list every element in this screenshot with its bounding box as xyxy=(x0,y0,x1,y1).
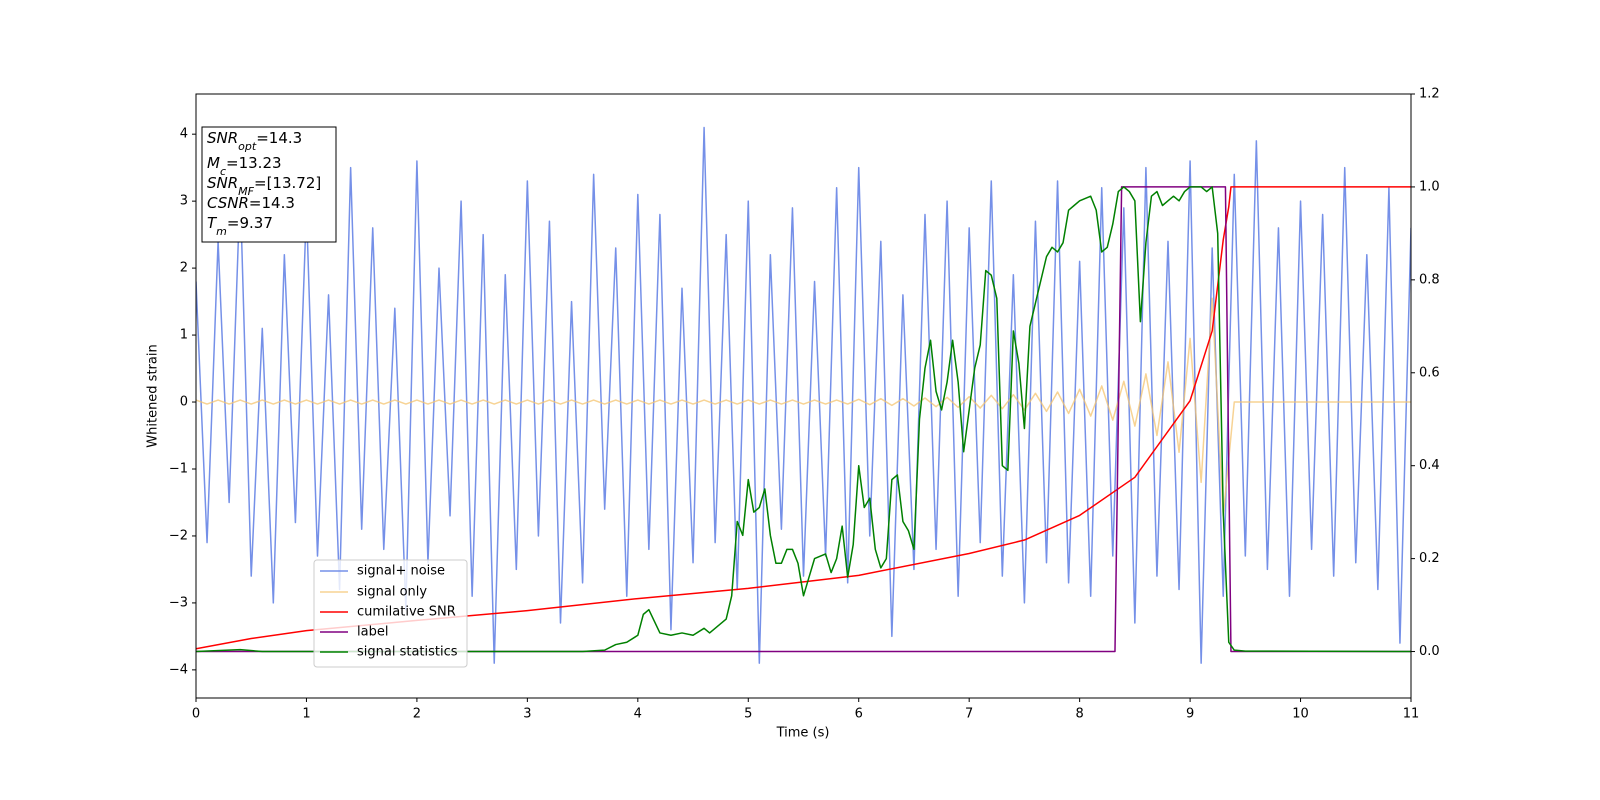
series-line xyxy=(196,126,1411,664)
y2-tick-label: 0.4 xyxy=(1419,458,1440,473)
x-tick-label: 11 xyxy=(1403,707,1420,722)
annotation-line: Tm=9.37 xyxy=(207,214,273,238)
series-line xyxy=(196,297,1411,517)
annotation-line: SNRopt=14.3 xyxy=(207,129,302,153)
legend-label: signal only xyxy=(357,585,427,600)
y2-tick-label: 0.6 xyxy=(1419,365,1440,380)
annotation-box: SNRopt=14.3Mc=13.23SNRMF=[13.72]CSNR=14.… xyxy=(201,126,337,243)
y2-tick-label: 1.0 xyxy=(1419,179,1440,194)
annotation-value: =13.23 xyxy=(226,154,282,172)
y2-tick-label: 1.2 xyxy=(1419,87,1440,102)
x-tick-label: 7 xyxy=(965,707,973,722)
y-tick-label: 4 xyxy=(180,127,188,142)
legend-label: signal+ noise xyxy=(357,564,445,579)
y-tick-label: −1 xyxy=(169,461,188,476)
legend-frame xyxy=(313,559,468,668)
legend-label: signal statistics xyxy=(357,645,458,660)
annotation-name: SNR xyxy=(207,129,238,147)
y2-tick-label: 0.8 xyxy=(1419,272,1440,287)
legend-label: cumilative SNR xyxy=(357,605,456,620)
x-tick-label: 4 xyxy=(634,707,642,722)
x-tick-label: 3 xyxy=(523,707,531,722)
annotation-line: SNRMF=[13.72] xyxy=(207,174,321,198)
annotation-name: M xyxy=(207,154,220,172)
annotation-name: SNR xyxy=(207,174,238,192)
annotation-sub: c xyxy=(220,165,226,178)
annotation-value: =9.37 xyxy=(227,214,273,232)
annotation-value: =14.3 xyxy=(256,129,302,147)
x-tick-label: 6 xyxy=(855,707,863,722)
annotation-frame xyxy=(201,126,337,243)
x-tick-label: 0 xyxy=(192,707,200,722)
y-tick-label: −4 xyxy=(169,662,188,677)
annotation-sub: MF xyxy=(238,185,254,198)
annotation-line: CSNR=14.3 xyxy=(207,194,295,212)
legend-label: label xyxy=(357,625,388,640)
annotation-value: =[13.72] xyxy=(254,174,321,192)
annotation-sub: m xyxy=(216,225,227,238)
series-line xyxy=(196,186,1411,653)
x-tick-label: 5 xyxy=(744,707,752,722)
annotation-name: T xyxy=(207,214,218,232)
y-tick-label: 0 xyxy=(180,395,188,410)
x-tick-label: 10 xyxy=(1292,707,1309,722)
annotation-sub: opt xyxy=(238,140,257,153)
y-tick-label: 3 xyxy=(180,194,188,209)
y-tick-label: 1 xyxy=(180,328,188,343)
axes-frame xyxy=(195,93,1412,699)
annotation-line: Mc=13.23 xyxy=(207,154,282,178)
x-tick-label: 1 xyxy=(302,707,310,722)
y-tick-label: 2 xyxy=(180,261,188,276)
x-tick-label: 2 xyxy=(413,707,421,722)
x-tick-label: 9 xyxy=(1186,707,1194,722)
y-tick-label: −2 xyxy=(169,528,188,543)
x-axis-label: Time (s) xyxy=(776,726,830,741)
y2-tick-label: 0.2 xyxy=(1419,551,1440,566)
x-tick-label: 8 xyxy=(1075,707,1083,722)
legend: signal+ noise signal only cumilative SNR la… xyxy=(313,559,468,668)
annotation-name: CSNR xyxy=(207,194,249,212)
annotation-value: =14.3 xyxy=(249,194,295,212)
y-tick-label: −3 xyxy=(169,595,188,610)
y-axis-label: Whitened strain xyxy=(146,344,161,447)
y2-tick-label: 0.0 xyxy=(1419,644,1440,659)
